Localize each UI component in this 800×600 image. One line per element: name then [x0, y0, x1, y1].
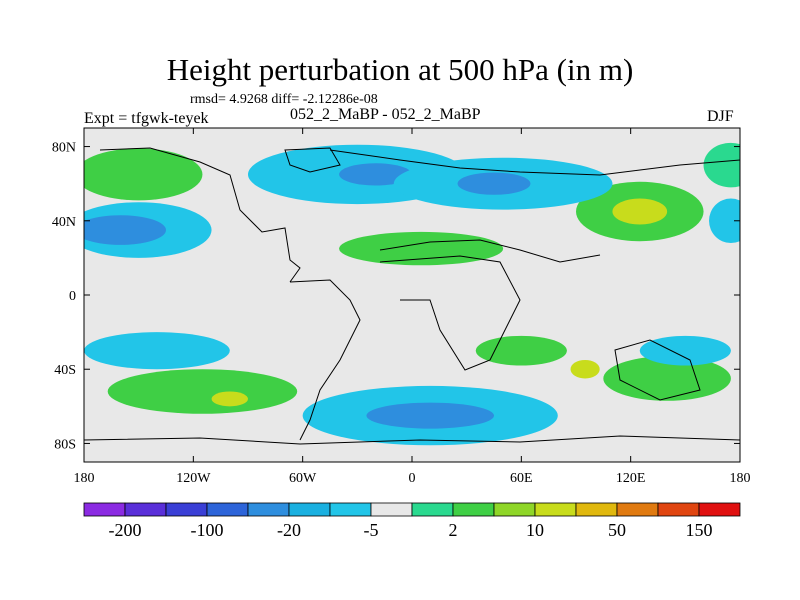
colorbar-swatch [452, 502, 495, 517]
colorbar-swatch [124, 502, 167, 517]
contour-region-8 [570, 359, 600, 379]
chart-title: Height perturbation at 500 hPa (in m) [166, 52, 634, 87]
x-tick-label: 120E [616, 471, 646, 486]
contour-region-13 [339, 163, 412, 186]
coastline-layer [84, 147, 740, 445]
colorbar-label: 150 [686, 520, 713, 540]
colorbar-swatch [411, 502, 454, 517]
colorbar-swatch [493, 502, 536, 517]
x-tick-label: 120W [176, 471, 211, 486]
contour-region-3 [339, 231, 504, 266]
x-tick-label: 60E [510, 471, 533, 486]
contour-region-15 [457, 172, 531, 195]
contour-region-20 [709, 198, 740, 244]
contour-region-0 [84, 148, 203, 201]
contour-region-2 [211, 391, 248, 407]
season-label: DJF [707, 108, 734, 125]
colorbar-swatch [616, 502, 659, 517]
coastline-europe-asia-south [379, 239, 601, 263]
colorbar-swatch [329, 502, 372, 517]
coastline-africa [379, 255, 521, 371]
colorbar-label: 50 [608, 520, 626, 540]
colorbar-swatch [534, 502, 577, 517]
colorbar-swatch [247, 502, 290, 517]
contour-region-18 [366, 402, 494, 429]
y-axis: 80N 40N 0 40S 80S [52, 141, 740, 452]
y-tick-label: 0 [69, 289, 76, 304]
colorbar-swatch [370, 502, 413, 517]
colorbar-label: -20 [277, 520, 301, 540]
coastline-south-america [289, 279, 361, 441]
contour-region-9 [703, 142, 740, 188]
colorbar-swatch [657, 502, 700, 517]
chart-subtitle: 052_2_MaBP - 052_2_MaBP [290, 106, 481, 123]
stats-text: rmsd= 4.9268 diff= -2.12286e-08 [190, 92, 378, 107]
colorbar-swatch [288, 502, 331, 517]
y-tick-label: 40S [54, 363, 76, 378]
contour-region-1 [107, 369, 298, 414]
contour-region-6 [612, 198, 668, 225]
colorbar-swatch [698, 502, 741, 517]
contour-region-11 [84, 215, 166, 245]
contour-region-19 [639, 335, 731, 366]
contour-fill-layer [84, 142, 740, 446]
colorbar-label: -200 [109, 520, 142, 540]
y-tick-label: 40N [52, 215, 76, 230]
colorbar-label: 10 [526, 520, 544, 540]
coastline-greenland [284, 147, 341, 173]
y-tick-label: 80N [52, 141, 76, 156]
coastline-north-america [99, 147, 301, 283]
colorbar-swatch [165, 502, 208, 517]
contour-region-7 [603, 356, 731, 401]
x-tick-label: 180 [730, 471, 751, 486]
colorbar-label: -5 [364, 520, 379, 540]
x-axis: 180 120W 60W 0 60E 120E 180 [74, 128, 751, 486]
colorbar-label: 2 [449, 520, 458, 540]
x-tick-label: 60W [289, 471, 317, 486]
colorbar-swatch [83, 502, 126, 517]
experiment-label: Expt = tfgwk-teyek [84, 110, 209, 127]
coastline-antarctica [84, 435, 740, 445]
colorbar: -200 -100 -20 -5 2 10 50 150 [83, 502, 741, 540]
coastline-australia [614, 339, 701, 401]
x-tick-label: 0 [409, 471, 416, 486]
plot-area [83, 127, 741, 463]
coastline-eurasia [329, 149, 740, 176]
x-tick-label: 180 [74, 471, 95, 486]
contour-region-16 [84, 332, 230, 370]
colorbar-swatch [575, 502, 618, 517]
colorbar-swatch [206, 502, 249, 517]
y-tick-label: 80S [54, 437, 76, 452]
colorbar-label: -100 [191, 520, 224, 540]
contour-region-4 [475, 335, 567, 366]
